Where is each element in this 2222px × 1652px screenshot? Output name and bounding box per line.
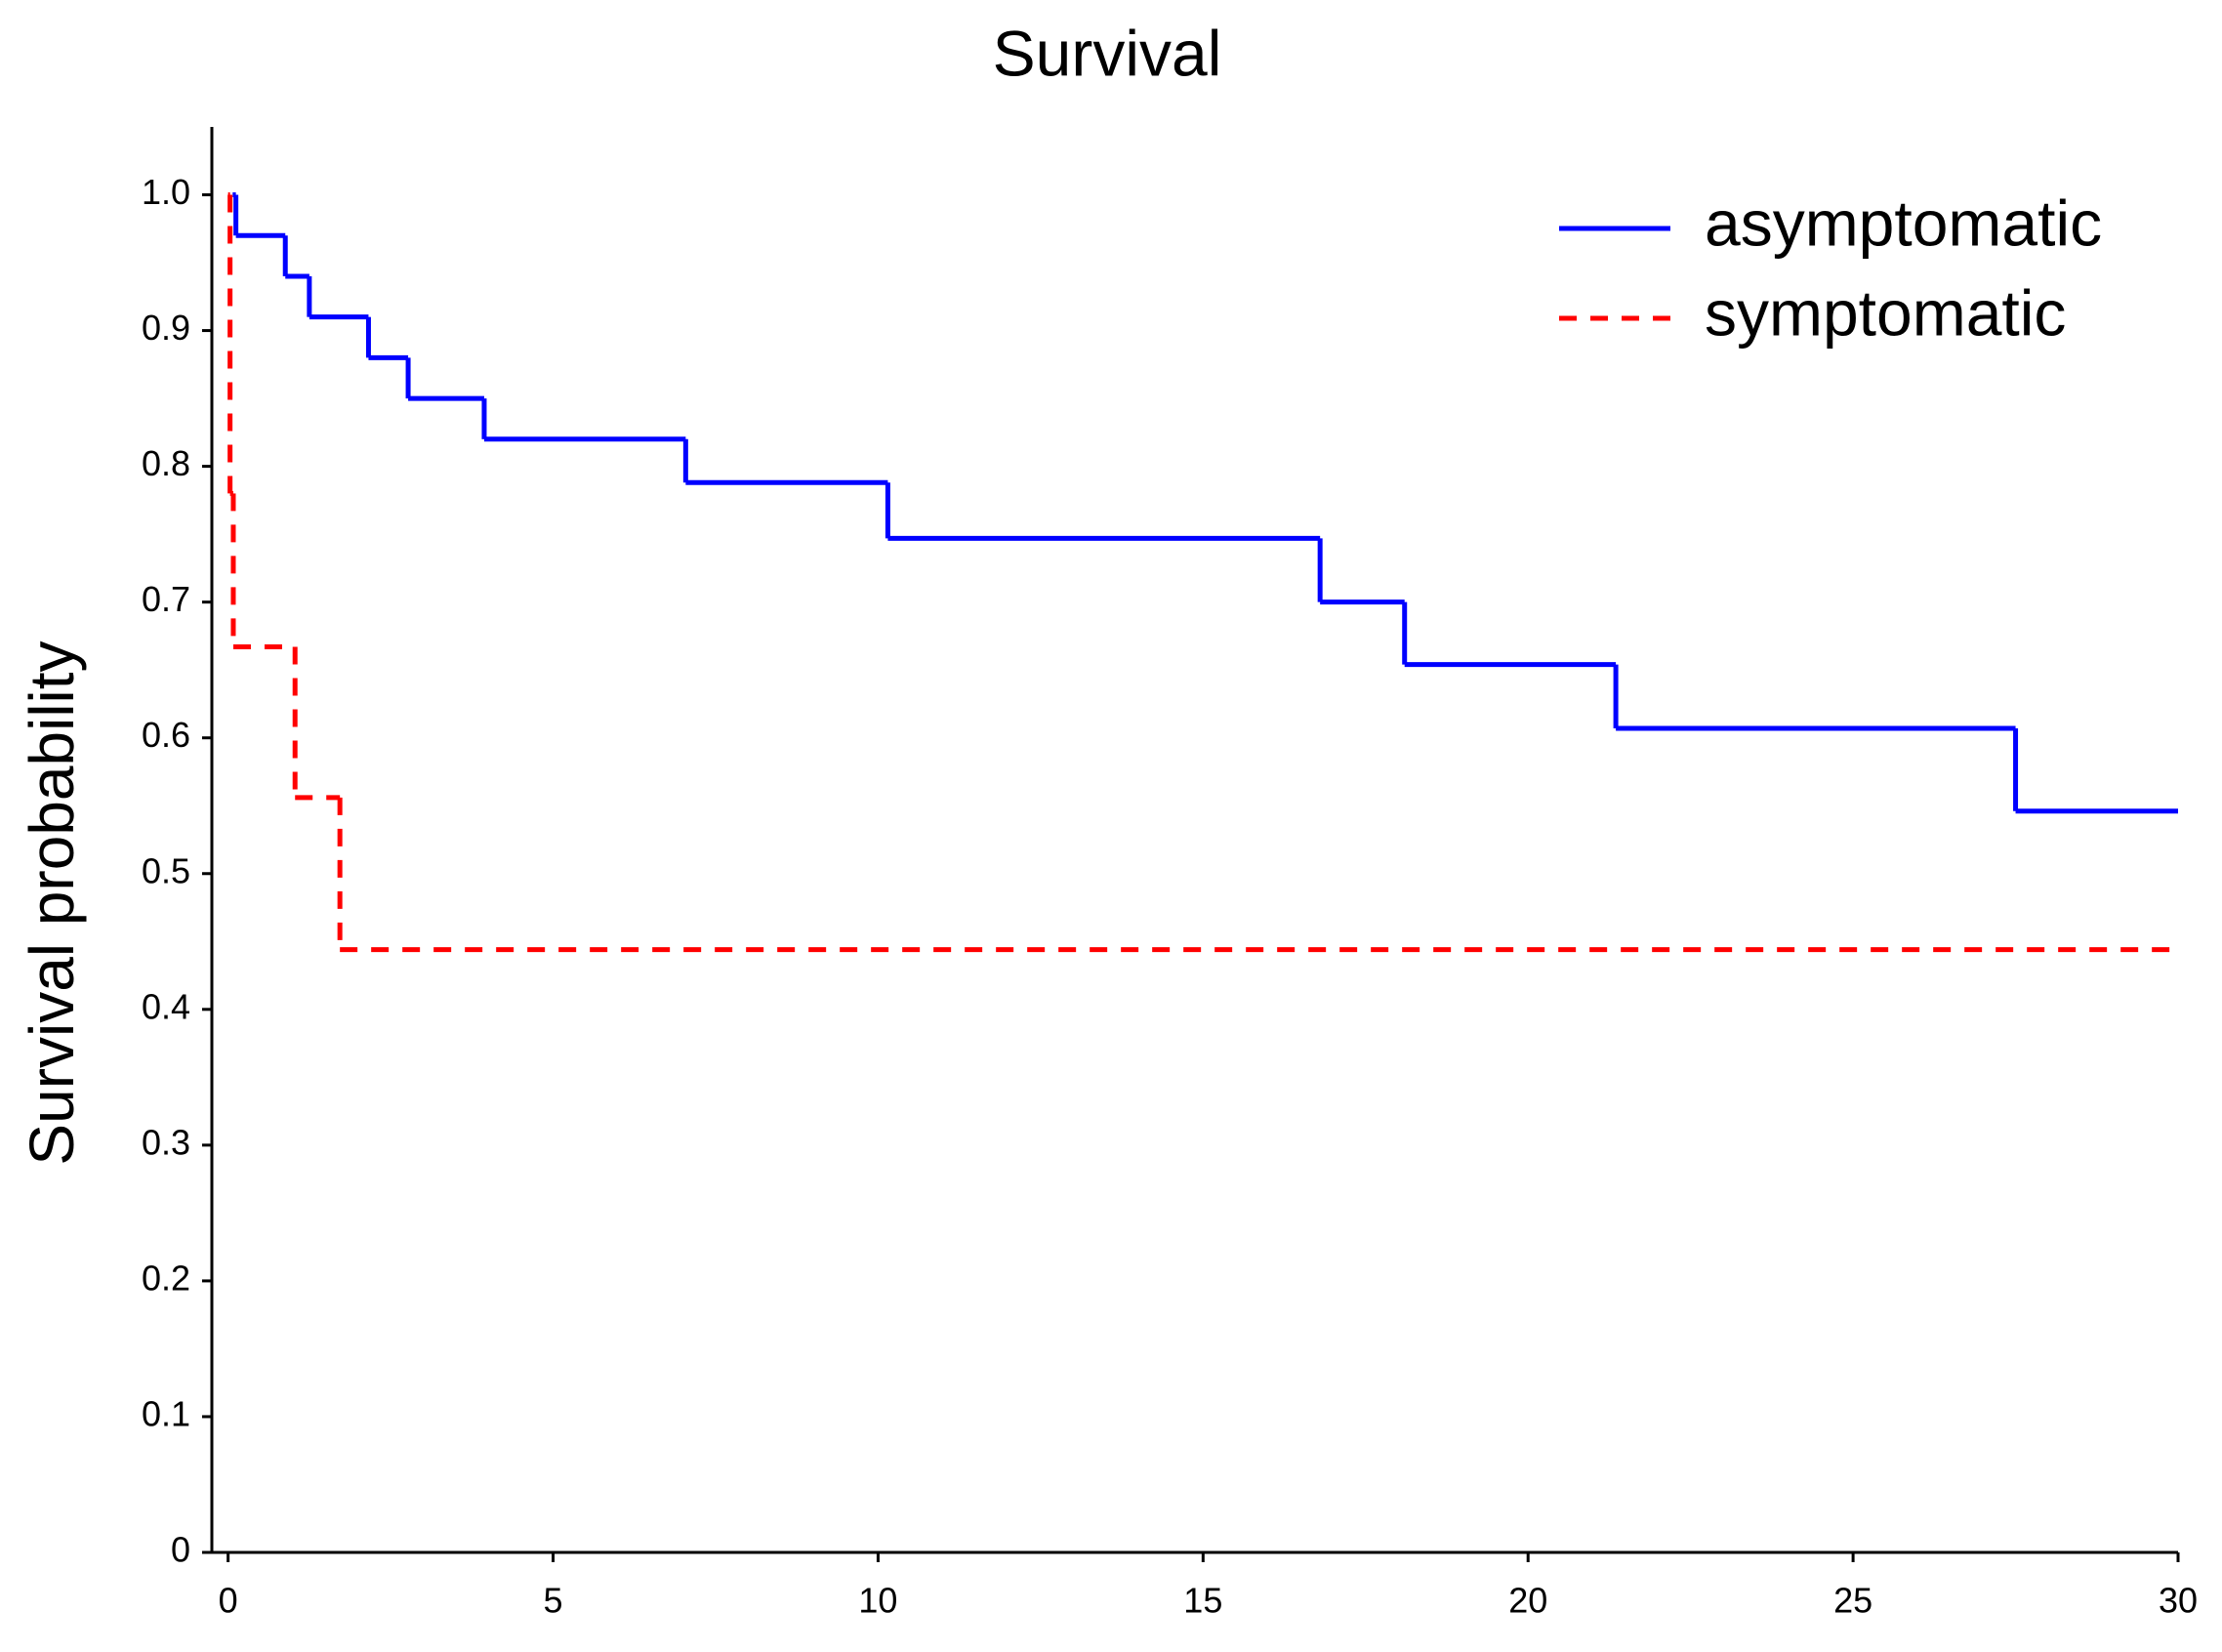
y-tick-label: 0.2: [142, 1258, 190, 1298]
y-tick-label: 0.7: [142, 579, 190, 619]
legend-label: asymptomatic: [1705, 186, 2102, 259]
y-tick-label: 0: [171, 1530, 190, 1570]
y-tick-label: 0.1: [142, 1393, 190, 1433]
y-axis-label: Survival probability: [17, 640, 87, 1165]
y-tick-label: 0.4: [142, 986, 190, 1026]
x-tick-label: 10: [858, 1581, 897, 1621]
chart-title: Survival: [993, 17, 1222, 89]
x-tick-label: 30: [2159, 1581, 2198, 1621]
y-tick-label: 1.0: [142, 172, 190, 212]
legend-label: symptomatic: [1705, 276, 2066, 349]
y-tick-label: 0.5: [142, 850, 190, 890]
y-tick-label: 0.6: [142, 715, 190, 755]
x-tick-label: 0: [219, 1581, 238, 1621]
x-tick-label: 5: [544, 1581, 563, 1621]
x-tick-label: 25: [1833, 1581, 1872, 1621]
x-tick-label: 20: [1508, 1581, 1547, 1621]
y-tick-label: 0.9: [142, 308, 190, 348]
y-tick-label: 0.3: [142, 1122, 190, 1162]
y-tick-label: 0.8: [142, 443, 190, 483]
x-tick-label: 15: [1183, 1581, 1222, 1621]
